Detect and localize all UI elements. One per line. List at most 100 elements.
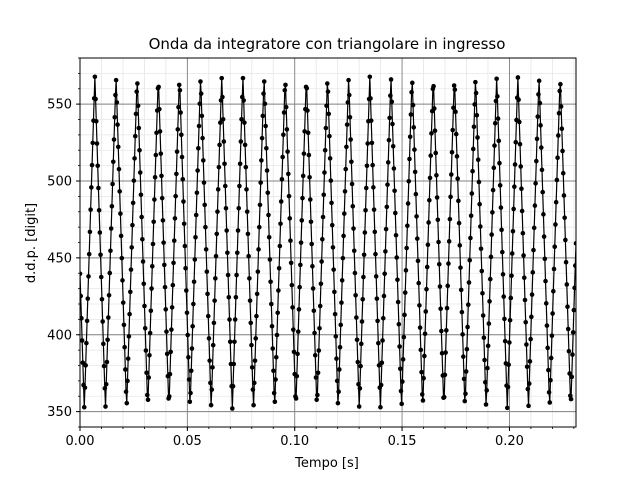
data-point bbox=[355, 359, 361, 365]
data-point bbox=[149, 286, 154, 291]
data-point bbox=[500, 249, 505, 255]
y-tick-label: 500 bbox=[47, 175, 72, 190]
data-point bbox=[286, 193, 292, 199]
data-point bbox=[181, 199, 186, 204]
data-point bbox=[188, 368, 194, 374]
data-point bbox=[347, 114, 353, 120]
data-point bbox=[132, 133, 138, 139]
data-point bbox=[108, 226, 114, 231]
data-point bbox=[244, 209, 250, 214]
data-point bbox=[103, 381, 109, 387]
data-point bbox=[202, 202, 208, 208]
data-point bbox=[405, 201, 411, 206]
data-point bbox=[281, 110, 287, 115]
data-point bbox=[222, 183, 228, 189]
data-point bbox=[247, 298, 253, 303]
data-point bbox=[128, 267, 134, 272]
data-point bbox=[395, 277, 400, 283]
data-point bbox=[146, 375, 152, 380]
data-point bbox=[315, 370, 321, 376]
data-point bbox=[492, 121, 498, 126]
data-point bbox=[541, 234, 547, 239]
data-point bbox=[98, 274, 104, 280]
chart-title: Onda da integratore con triangolare in i… bbox=[149, 35, 506, 53]
data-point bbox=[552, 244, 558, 250]
data-point bbox=[96, 208, 102, 213]
data-point bbox=[564, 282, 570, 287]
data-point bbox=[283, 104, 289, 110]
data-point bbox=[558, 81, 563, 87]
data-point bbox=[284, 127, 290, 132]
data-point bbox=[217, 142, 222, 148]
data-point bbox=[83, 363, 88, 368]
data-point bbox=[266, 234, 272, 240]
data-point bbox=[335, 400, 341, 406]
data-point bbox=[387, 115, 392, 121]
data-point bbox=[505, 384, 511, 390]
data-point bbox=[432, 128, 438, 134]
data-point bbox=[423, 309, 429, 314]
data-point bbox=[242, 142, 248, 148]
data-point bbox=[179, 154, 185, 160]
data-point bbox=[501, 294, 507, 299]
data-point bbox=[261, 79, 267, 84]
data-point bbox=[266, 212, 271, 218]
data-point bbox=[512, 162, 518, 167]
data-point bbox=[436, 261, 442, 267]
data-point bbox=[441, 394, 447, 400]
data-point bbox=[205, 313, 211, 319]
data-point bbox=[345, 100, 351, 105]
data-point bbox=[543, 301, 549, 306]
data-point bbox=[424, 264, 430, 270]
data-point bbox=[417, 325, 423, 330]
data-point bbox=[133, 111, 139, 117]
data-point bbox=[361, 252, 367, 258]
data-point bbox=[172, 216, 178, 221]
data-point bbox=[557, 88, 562, 94]
y-tick-label: 550 bbox=[47, 98, 72, 113]
data-point bbox=[354, 315, 359, 320]
data-point bbox=[385, 160, 391, 165]
data-point bbox=[157, 129, 163, 134]
data-point bbox=[337, 344, 343, 350]
data-point bbox=[253, 336, 259, 341]
data-point bbox=[298, 262, 303, 268]
data-point bbox=[384, 204, 390, 210]
data-point bbox=[120, 300, 126, 305]
data-point bbox=[314, 397, 319, 403]
data-point bbox=[413, 191, 419, 197]
data-point bbox=[419, 392, 425, 397]
data-point bbox=[216, 164, 222, 170]
data-point bbox=[489, 232, 494, 237]
data-point bbox=[169, 305, 175, 310]
data-point bbox=[304, 85, 310, 91]
data-point bbox=[230, 406, 235, 411]
data-point bbox=[543, 278, 548, 284]
data-point bbox=[342, 211, 347, 216]
data-point bbox=[317, 326, 322, 331]
data-point bbox=[433, 150, 439, 156]
data-point bbox=[282, 87, 288, 93]
data-point bbox=[461, 354, 466, 359]
data-point bbox=[300, 195, 305, 201]
data-point bbox=[150, 241, 156, 247]
data-point bbox=[106, 292, 112, 298]
data-point bbox=[119, 255, 125, 261]
data-point bbox=[405, 223, 410, 229]
data-point bbox=[362, 230, 368, 235]
data-point bbox=[80, 293, 84, 299]
data-point bbox=[401, 334, 407, 340]
data-point bbox=[435, 217, 441, 223]
data-point bbox=[115, 122, 120, 127]
data-point bbox=[264, 168, 270, 173]
data-point bbox=[87, 229, 93, 235]
data-point bbox=[553, 222, 558, 227]
data-point bbox=[383, 226, 389, 232]
data-point bbox=[276, 288, 281, 293]
data-point bbox=[558, 104, 564, 109]
data-point bbox=[105, 337, 110, 343]
data-point bbox=[497, 183, 503, 188]
data-point bbox=[353, 292, 358, 298]
data-point bbox=[193, 234, 198, 240]
data-point bbox=[565, 304, 570, 310]
